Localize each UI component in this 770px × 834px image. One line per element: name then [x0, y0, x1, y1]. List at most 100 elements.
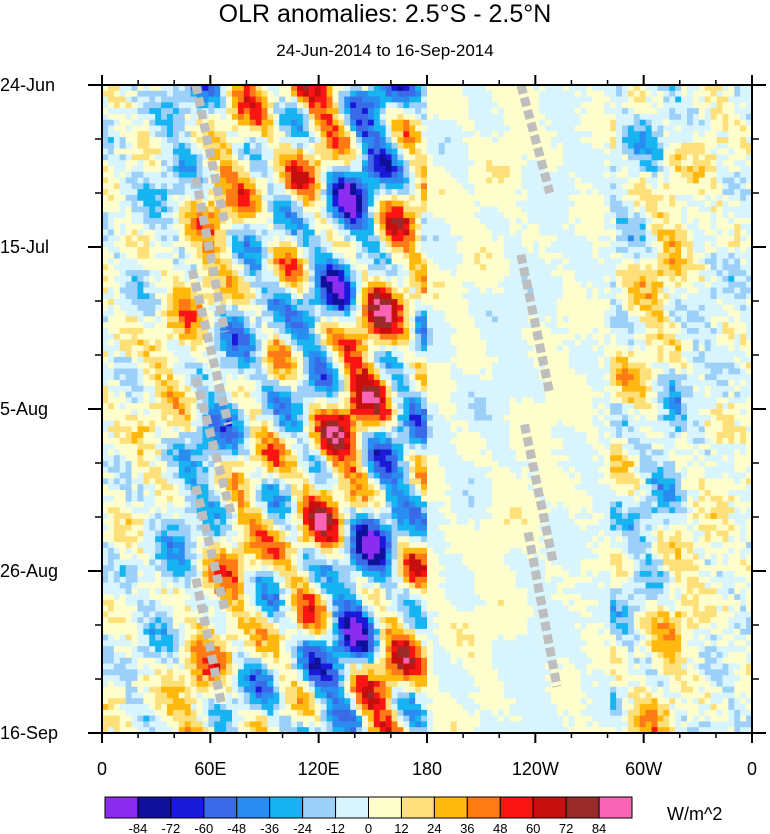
field-cell — [627, 113, 635, 121]
field-cell — [551, 85, 558, 92]
field-cell — [509, 241, 517, 248]
field-cell — [669, 247, 676, 254]
field-cell — [497, 293, 505, 300]
field-cell — [562, 142, 570, 150]
field-cell — [468, 166, 475, 173]
field-cell — [562, 131, 570, 138]
field-cell — [692, 90, 700, 98]
field-cell — [297, 96, 304, 103]
field-cell — [267, 154, 274, 161]
field-cell — [734, 148, 741, 156]
field-cell — [450, 258, 458, 265]
field-cell — [332, 287, 339, 294]
field-cell — [356, 281, 363, 289]
field-cell — [716, 218, 724, 225]
field-cell — [698, 264, 706, 271]
field-cell — [557, 328, 564, 335]
field-cell — [102, 275, 109, 283]
field-cell — [308, 148, 316, 156]
field-cell — [143, 102, 150, 109]
field-cell — [184, 310, 192, 318]
field-cell — [545, 339, 552, 346]
field-cell — [155, 148, 162, 156]
field-cell — [533, 229, 540, 237]
field-cell — [391, 96, 399, 103]
field-cell — [692, 328, 700, 335]
field-cell — [332, 293, 339, 300]
field-cell — [279, 206, 286, 213]
field-cell — [131, 247, 139, 254]
field-cell — [627, 160, 635, 167]
field-cell — [403, 287, 410, 294]
field-cell — [385, 304, 393, 312]
field-cell — [462, 131, 469, 138]
field-cell — [675, 252, 682, 260]
field-cell — [391, 247, 399, 254]
field-cell — [657, 287, 664, 294]
field-cell — [515, 171, 523, 179]
field-cell — [675, 304, 682, 312]
field-cell — [710, 166, 718, 173]
field-cell — [249, 96, 257, 103]
field-cell — [580, 333, 588, 341]
field-cell — [438, 223, 446, 231]
field-cell — [681, 270, 688, 277]
field-cell — [568, 131, 576, 138]
field-cell — [332, 322, 339, 329]
field-cell — [557, 189, 564, 196]
field-cell — [214, 258, 221, 265]
field-cell — [344, 333, 351, 341]
field-cell — [503, 183, 511, 190]
field-cell — [220, 142, 227, 150]
field-cell — [226, 85, 233, 92]
field-cell — [385, 200, 393, 208]
field-cell — [356, 194, 363, 202]
field-cell — [639, 287, 647, 294]
field-cell — [237, 102, 245, 109]
field-cell — [740, 258, 747, 265]
field-cell — [397, 218, 404, 225]
field-cell — [326, 96, 334, 103]
field-cell — [391, 258, 399, 265]
field-cell — [391, 154, 399, 161]
field-cell — [734, 299, 741, 306]
field-cell — [645, 154, 653, 161]
field-cell — [391, 85, 399, 92]
field-cell — [332, 316, 339, 323]
field-cell — [314, 212, 322, 219]
field-cell — [226, 96, 233, 103]
field-cell — [107, 293, 115, 300]
field-cell — [568, 90, 576, 98]
field-cell — [734, 275, 741, 283]
field-cell — [314, 235, 322, 242]
field-cell — [391, 287, 399, 294]
field-cell — [167, 142, 174, 150]
field-cell — [131, 241, 139, 248]
field-cell — [698, 102, 706, 109]
field-cell — [492, 218, 499, 225]
field-cell — [314, 299, 322, 306]
field-cell — [675, 339, 682, 346]
field-cell — [687, 177, 694, 184]
field-cell — [444, 247, 452, 254]
field-cell — [592, 102, 599, 109]
field-cell — [462, 223, 469, 231]
field-cell — [391, 304, 399, 312]
field-cell — [356, 96, 363, 103]
field-cell — [273, 166, 280, 173]
field-cell — [704, 229, 712, 237]
field-cell — [633, 229, 641, 237]
field-cell — [574, 218, 582, 225]
field-cell — [102, 177, 109, 184]
field-cell — [539, 125, 546, 132]
field-cell — [692, 200, 700, 208]
field-cell — [515, 212, 523, 219]
field-cell — [131, 194, 139, 202]
field-cell — [551, 154, 558, 161]
field-cell — [155, 229, 162, 237]
field-cell — [657, 212, 664, 219]
field-cell — [740, 177, 747, 184]
field-cell — [568, 293, 576, 300]
field-cell — [350, 299, 357, 306]
field-cell — [167, 223, 174, 231]
